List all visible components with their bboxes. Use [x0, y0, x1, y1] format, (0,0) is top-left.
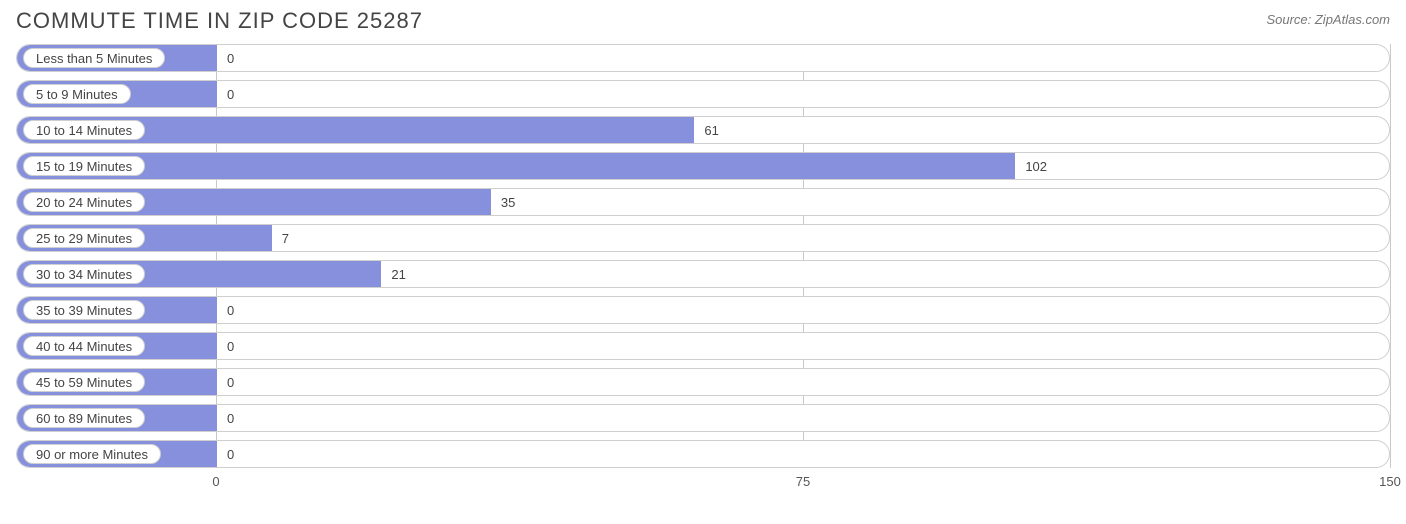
bar-value-label: 0 [227, 297, 234, 323]
bar-value-label: 0 [227, 81, 234, 107]
category-label-pill: 20 to 24 Minutes [23, 192, 145, 212]
bar-row: 40 to 44 Minutes 0 [16, 332, 1390, 360]
bar-value-label: 7 [282, 225, 289, 251]
bar-row: Less than 5 Minutes 0 [16, 44, 1390, 72]
gridline [1390, 44, 1391, 468]
bar-value-label: 0 [227, 405, 234, 431]
chart-title: COMMUTE TIME IN ZIP CODE 25287 [16, 8, 423, 34]
category-label-pill: 25 to 29 Minutes [23, 228, 145, 248]
category-label-pill: 60 to 89 Minutes [23, 408, 145, 428]
bar-row: 25 to 29 Minutes 7 [16, 224, 1390, 252]
category-label-pill: 5 to 9 Minutes [23, 84, 131, 104]
x-axis-tick-label: 75 [796, 474, 810, 489]
chart-x-axis: 075150 [16, 470, 1390, 494]
x-axis-tick-label: 0 [212, 474, 219, 489]
bar-row: 15 to 19 Minutes 102 [16, 152, 1390, 180]
category-label-pill: 45 to 59 Minutes [23, 372, 145, 392]
bar-value-label: 0 [227, 333, 234, 359]
category-label-pill: 40 to 44 Minutes [23, 336, 145, 356]
category-label-pill: 15 to 19 Minutes [23, 156, 145, 176]
chart-header: COMMUTE TIME IN ZIP CODE 25287 Source: Z… [0, 0, 1406, 38]
bar-row: 10 to 14 Minutes 61 [16, 116, 1390, 144]
bar-row: 45 to 59 Minutes 0 [16, 368, 1390, 396]
category-label-pill: 10 to 14 Minutes [23, 120, 145, 140]
category-label-pill: 35 to 39 Minutes [23, 300, 145, 320]
bar-value-label: 21 [391, 261, 405, 287]
category-label-pill: Less than 5 Minutes [23, 48, 165, 68]
bar-value-label: 0 [227, 441, 234, 467]
bar-row: 35 to 39 Minutes 0 [16, 296, 1390, 324]
chart-source: Source: ZipAtlas.com [1266, 8, 1390, 27]
bar-value-label: 102 [1025, 153, 1047, 179]
bar-fill [17, 153, 1015, 179]
bar-row: 5 to 9 Minutes 0 [16, 80, 1390, 108]
bar-value-label: 61 [704, 117, 718, 143]
chart-container: COMMUTE TIME IN ZIP CODE 25287 Source: Z… [0, 0, 1406, 524]
bar-row: 30 to 34 Minutes 21 [16, 260, 1390, 288]
bar-row: 90 or more Minutes 0 [16, 440, 1390, 468]
bar-row: 60 to 89 Minutes 0 [16, 404, 1390, 432]
chart-plot-area: Less than 5 Minutes 0 5 to 9 Minutes 0 10 to… [16, 44, 1390, 494]
bar-value-label: 0 [227, 45, 234, 71]
category-label-pill: 90 or more Minutes [23, 444, 161, 464]
bar-value-label: 35 [501, 189, 515, 215]
x-axis-tick-label: 150 [1379, 474, 1401, 489]
bar-row: 20 to 24 Minutes 35 [16, 188, 1390, 216]
chart-rows: Less than 5 Minutes 0 5 to 9 Minutes 0 10 to… [16, 44, 1390, 468]
bar-value-label: 0 [227, 369, 234, 395]
category-label-pill: 30 to 34 Minutes [23, 264, 145, 284]
